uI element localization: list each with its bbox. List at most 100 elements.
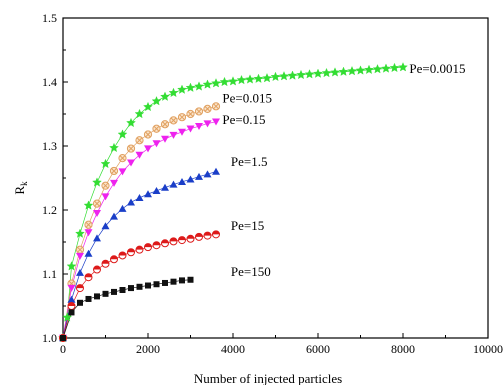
- data-point: [330, 67, 340, 77]
- data-point: [67, 295, 76, 303]
- data-point: [296, 69, 306, 80]
- x-tick-label: 0: [60, 342, 66, 356]
- data-point: [134, 108, 145, 119]
- y-tick-label: 1.1: [42, 267, 57, 281]
- data-point: [168, 87, 179, 98]
- data-point: [117, 129, 128, 139]
- data-point: [195, 232, 203, 241]
- data-point: [194, 107, 204, 116]
- data-point: [66, 261, 77, 271]
- data-point: [304, 69, 315, 79]
- data-point: [355, 65, 366, 75]
- data-point: [101, 259, 110, 268]
- data-point: [169, 237, 178, 246]
- data-point: [93, 265, 101, 274]
- data-point: [109, 142, 119, 153]
- data-point: [262, 73, 272, 83]
- data-point: [101, 181, 110, 190]
- series-lines: [62, 66, 404, 339]
- data-point: [177, 113, 187, 122]
- data-point: [143, 101, 153, 112]
- data-point: [178, 236, 186, 245]
- y-axis-label-sub: k: [19, 181, 29, 186]
- series-line-5: [62, 279, 191, 339]
- data-point: [195, 172, 203, 180]
- data-point: [75, 245, 85, 254]
- data-point: [179, 277, 185, 284]
- data-point: [212, 230, 220, 239]
- data-point: [186, 125, 195, 133]
- data-point: [203, 120, 212, 128]
- data-point: [177, 84, 187, 94]
- y-tick-label: 1.3: [42, 139, 57, 153]
- series-label-5: Pe=150: [231, 264, 271, 279]
- data-point: [101, 193, 110, 201]
- data-point: [110, 179, 118, 187]
- data-point: [186, 234, 195, 243]
- data-point: [109, 166, 119, 176]
- data-point: [178, 178, 186, 186]
- data-point: [127, 198, 135, 206]
- data-point: [152, 140, 161, 148]
- data-point: [84, 273, 93, 282]
- data-point: [135, 136, 144, 145]
- data-point: [84, 220, 93, 229]
- data-point: [93, 210, 101, 217]
- series-label-0: Pe=0.0015: [409, 61, 465, 76]
- data-point: [83, 200, 94, 210]
- data-point: [151, 96, 162, 106]
- data-point: [186, 109, 195, 119]
- y-tick-label: 1.0: [42, 331, 57, 345]
- data-point: [185, 82, 196, 92]
- data-point: [62, 312, 73, 322]
- data-point: [84, 229, 93, 237]
- series-label-1: Pe=0.015: [222, 91, 272, 106]
- data-point: [128, 285, 134, 292]
- data-point: [169, 116, 178, 125]
- y-axis-label: Rk: [12, 181, 29, 195]
- data-point: [287, 70, 298, 80]
- data-point: [144, 243, 152, 252]
- data-point: [160, 120, 170, 129]
- data-point: [135, 151, 144, 159]
- data-point: [152, 241, 161, 250]
- data-point: [143, 130, 153, 139]
- data-point: [136, 283, 143, 290]
- data-point: [101, 222, 110, 230]
- x-tick-label: 8000: [391, 342, 415, 356]
- data-point: [94, 293, 100, 300]
- data-point: [118, 204, 127, 212]
- data-point: [161, 135, 169, 143]
- data-point: [381, 63, 391, 73]
- data-point: [111, 288, 117, 295]
- data-point: [93, 234, 101, 242]
- x-tick-label: 10000: [473, 342, 503, 356]
- y-tick-label: 1.5: [42, 11, 57, 25]
- y-axis-label-main: R: [12, 186, 27, 195]
- data-point: [228, 76, 238, 86]
- data-point: [211, 102, 221, 111]
- data-point: [203, 170, 212, 178]
- data-point: [347, 65, 357, 76]
- data-point: [203, 104, 212, 113]
- data-point: [85, 295, 92, 302]
- data-point: [211, 78, 221, 88]
- data-point: [127, 248, 135, 257]
- series-labels: Pe=0.0015 Pe=0.015 Pe=0.15 Pe=1.5 Pe=15 Pe=15…: [222, 61, 465, 279]
- data-point: [219, 76, 230, 87]
- svg-text:Rk: Rk: [12, 181, 29, 195]
- data-point: [153, 281, 160, 288]
- data-point: [195, 122, 203, 130]
- y-tick-label: 1.2: [42, 203, 57, 217]
- data-point: [100, 158, 111, 169]
- data-point: [253, 73, 264, 83]
- data-point: [76, 252, 84, 260]
- x-tick-label: 2000: [136, 342, 160, 356]
- data-point: [92, 177, 102, 187]
- data-point: [161, 183, 169, 191]
- data-point: [67, 302, 76, 310]
- data-point: [118, 154, 127, 163]
- series-label-4: Pe=15: [231, 218, 264, 233]
- data-point: [76, 284, 84, 293]
- data-point: [60, 335, 66, 341]
